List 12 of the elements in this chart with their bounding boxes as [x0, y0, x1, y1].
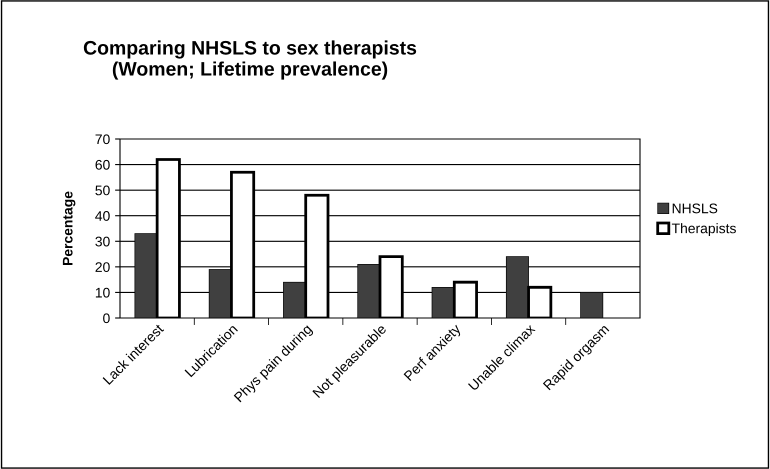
y-tick-label: 0: [103, 313, 110, 324]
y-axis-title: Percentage: [62, 192, 76, 266]
chart-title: Comparing NHSLS to sex therapists (Women; Lifetime prevalence): [84, 40, 416, 80]
legend-label: NHSLS: [672, 203, 718, 214]
y-tick-label: 70: [96, 134, 110, 144]
y-tick-label: 10: [96, 288, 110, 298]
legend-label: Therapists: [672, 223, 736, 236]
y-tick-label: 60: [96, 160, 110, 170]
y-tick-label: 50: [95, 185, 110, 196]
y-tick-label: 20: [96, 262, 110, 272]
y-tick-label: 30: [95, 236, 110, 246]
y-tick-label: 40: [95, 211, 110, 221]
